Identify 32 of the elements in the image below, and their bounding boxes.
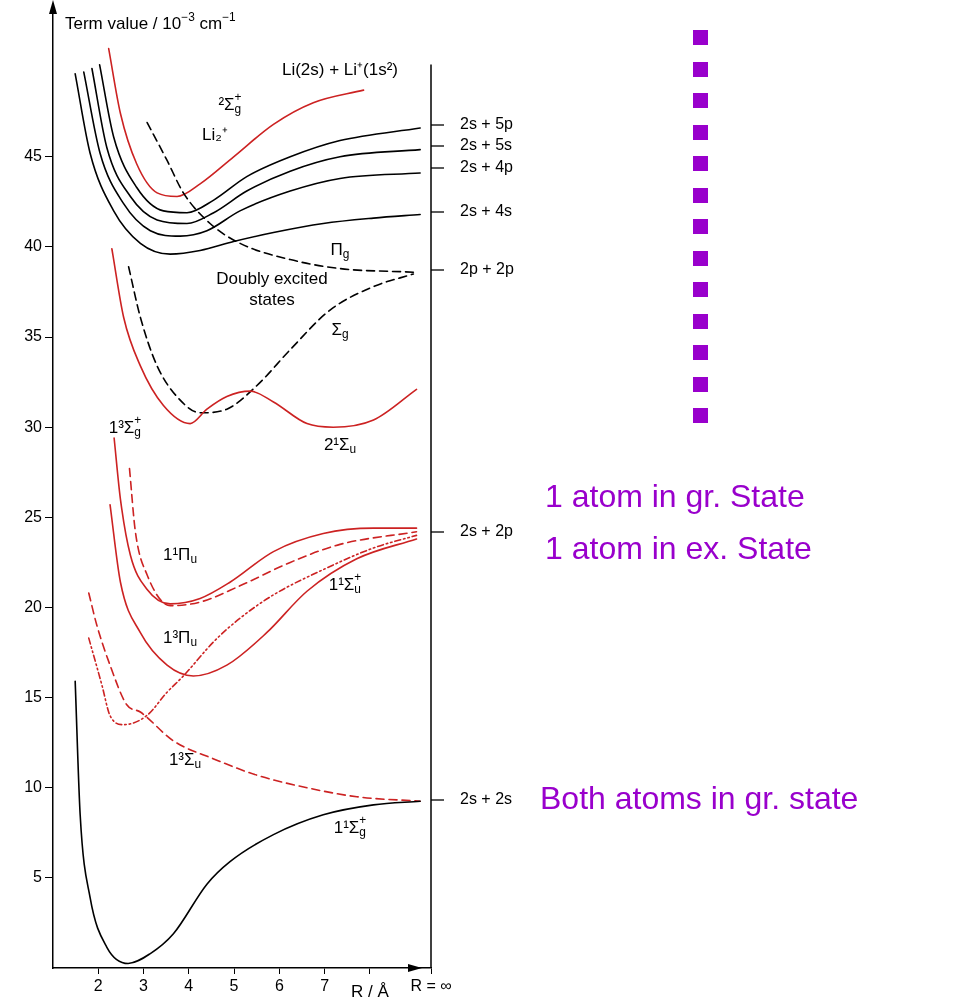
x-tick-label: 4 (184, 977, 194, 995)
y-tick-label: 40 (24, 237, 43, 255)
y-tick-label: 30 (24, 417, 43, 435)
annotation: Li(2s) + Li⁺(1s²) (281, 59, 399, 79)
y-tick-label: 35 (24, 327, 43, 345)
x-tick-label: 5 (229, 977, 239, 995)
y-tick-label: 20 (24, 597, 43, 615)
x-tick-label: 7 (320, 977, 330, 995)
text: 2p + 2p (460, 260, 514, 278)
text: 2s + 2s (460, 790, 513, 808)
text: 2s + 4s (460, 202, 513, 220)
text: 1 atom in gr. State (545, 477, 805, 514)
line-series (74, 680, 421, 965)
x-tick-label: 2 (93, 977, 103, 995)
text: Both atoms in gr. state (540, 779, 859, 816)
x-axis-title: R / Å (350, 981, 390, 1001)
text: 2s + 5p (460, 115, 514, 133)
annotation: Doubly excited states (216, 269, 328, 309)
text: 2s + 4p (460, 158, 514, 176)
text: 1 atom in ex. State (545, 529, 812, 566)
text: 2s + 5s (460, 136, 513, 154)
x-tick-label: R = ∞ (410, 977, 452, 995)
y-tick-label: 45 (24, 147, 43, 165)
y-tick-label: 25 (24, 507, 43, 525)
line-series (113, 437, 418, 605)
text: 2s + 2p (460, 522, 514, 540)
y-tick-label: 5 (33, 868, 43, 886)
x-tick-label: 6 (274, 977, 284, 995)
x-tick-label: 3 (139, 977, 149, 995)
y-tick-label: 10 (24, 778, 43, 796)
y-tick-label: 15 (24, 688, 43, 706)
annotation: Li₂⁺ (202, 124, 228, 144)
